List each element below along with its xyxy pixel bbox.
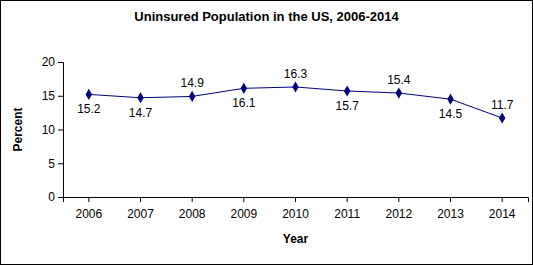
data-label: 14.5 bbox=[439, 107, 463, 121]
x-tick-mark bbox=[347, 197, 348, 202]
x-tick-label: 2014 bbox=[489, 207, 516, 221]
y-axis-title: Percent bbox=[11, 107, 25, 151]
x-tick: 2010 bbox=[282, 197, 309, 221]
y-tick-mark bbox=[58, 96, 63, 97]
marker bbox=[396, 87, 402, 98]
x-tick-mark bbox=[398, 197, 399, 202]
y-tick-mark bbox=[58, 62, 63, 63]
x-tick-mark bbox=[192, 197, 193, 202]
y-tick: 20 bbox=[42, 55, 63, 69]
x-axis: 2006 2007 2008 2009 2010 2011 2012 2013 2014 bbox=[64, 197, 529, 221]
x-axis-title: Year bbox=[283, 232, 309, 246]
data-label: 16.1 bbox=[232, 96, 256, 110]
y-tick-label: 20 bbox=[42, 55, 56, 69]
y-tick-label: 10 bbox=[42, 123, 56, 137]
y-tick: 5 bbox=[48, 157, 63, 171]
chart: 0 5 10 15 20 2006 2007 2008 2009 2010 2011 2012 2013… bbox=[0, 0, 533, 265]
x-tick-label: 2011 bbox=[334, 207, 360, 221]
marker bbox=[137, 92, 143, 103]
marker bbox=[447, 94, 453, 105]
marker bbox=[344, 85, 350, 96]
x-tick-label: 2007 bbox=[127, 207, 154, 221]
data-label: 16.3 bbox=[284, 67, 308, 81]
y-axis-line bbox=[58, 63, 64, 198]
data-label: 14.9 bbox=[180, 76, 204, 90]
x-tick-mark bbox=[140, 197, 141, 202]
y-tick: 0 bbox=[48, 190, 63, 204]
x-tick-mark bbox=[88, 197, 89, 202]
y-axis: 0 5 10 15 20 bbox=[42, 55, 64, 204]
y-tick: 10 bbox=[42, 123, 63, 137]
data-label: 15.2 bbox=[77, 102, 101, 116]
title: Uninsured Population in the US, 2006-201… bbox=[134, 9, 399, 24]
x-tick-label: 2009 bbox=[230, 207, 257, 221]
x-tick-label: 2012 bbox=[385, 207, 412, 221]
marker bbox=[241, 83, 247, 94]
x-tick-label: 2008 bbox=[179, 207, 206, 221]
x-tick-label: 2010 bbox=[282, 207, 309, 221]
marker bbox=[86, 89, 92, 100]
x-tick: 2007 bbox=[127, 197, 154, 221]
y-tick: 15 bbox=[42, 89, 63, 103]
x-tick-label: 2013 bbox=[437, 207, 464, 221]
data-label: 15.7 bbox=[335, 99, 359, 113]
y-tick-label: 0 bbox=[48, 190, 55, 204]
x-tick-mark bbox=[243, 197, 244, 202]
y-tick-mark bbox=[58, 197, 63, 198]
x-tick-mark bbox=[450, 197, 451, 202]
marker bbox=[499, 112, 505, 123]
x-tick: 2014 bbox=[489, 197, 516, 221]
x-tick: 2011 bbox=[334, 197, 360, 221]
y-tick-label: 15 bbox=[42, 89, 56, 103]
y-tick-mark bbox=[58, 163, 63, 164]
marker bbox=[189, 91, 195, 102]
data-labels: 15.2 14.7 14.9 16.1 16.3 15.7 15.4 14.5 11.7 bbox=[77, 67, 514, 121]
x-tick: 2006 bbox=[75, 197, 102, 221]
data-label: 11.7 bbox=[491, 98, 514, 112]
data-label: 15.4 bbox=[387, 73, 411, 87]
data-group bbox=[86, 81, 506, 123]
x-tick-mark bbox=[502, 197, 503, 202]
y-tick-label: 5 bbox=[48, 157, 55, 171]
x-axis-line bbox=[64, 198, 529, 203]
data-label: 14.7 bbox=[129, 106, 153, 120]
x-tick: 2012 bbox=[385, 197, 412, 221]
x-tick: 2013 bbox=[437, 197, 464, 221]
plot: 0 5 10 15 20 2006 2007 2008 2009 2010 2011 2012 2013… bbox=[42, 55, 529, 221]
x-tick-label: 2006 bbox=[75, 207, 102, 221]
x-tick-mark bbox=[295, 197, 296, 202]
y-tick-mark bbox=[58, 130, 63, 131]
marker bbox=[292, 81, 298, 92]
x-tick: 2009 bbox=[230, 197, 257, 221]
chart-border bbox=[1, 1, 533, 265]
x-tick: 2008 bbox=[179, 197, 206, 221]
